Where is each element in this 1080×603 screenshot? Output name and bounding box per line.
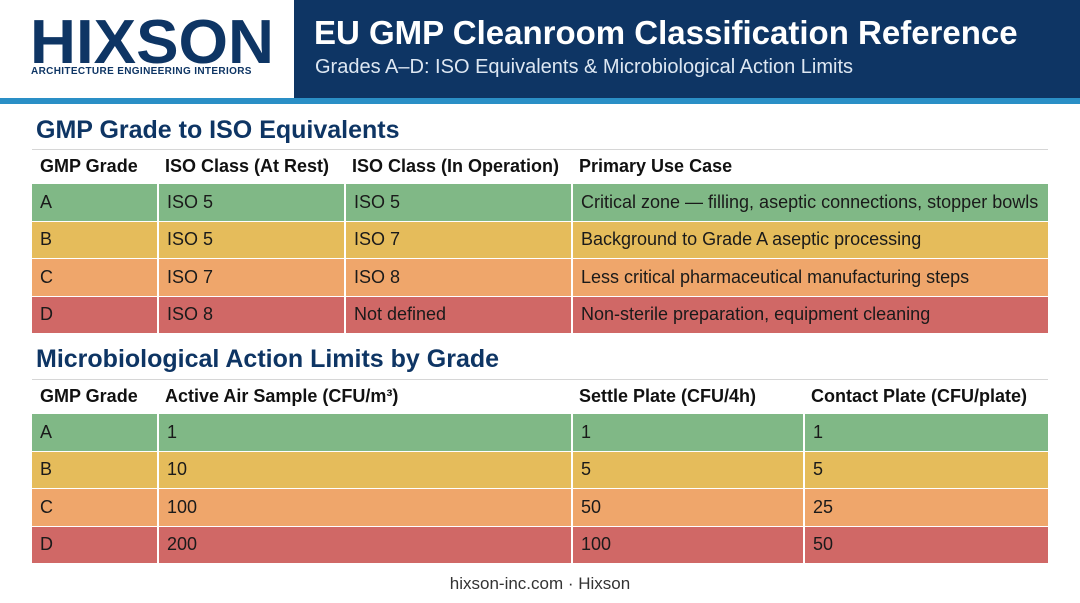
column-header: GMP Grade [40,386,138,406]
table-cell: 200 [157,526,571,563]
column-header: Primary Use Case [579,156,733,176]
column-header: Contact Plate (CFU/plate) [811,386,1028,406]
table-row: A ISO 5 ISO 5 Critical zone — filling, a… [32,183,1048,221]
table-cell: ISO 5 [157,221,344,258]
column-header: Active Air Sample (CFU/m³) [165,386,399,406]
table-row: D 200 100 50 [32,525,1048,563]
table-cell: 25 [803,489,1048,526]
table-row: C 100 50 25 [32,488,1048,526]
table-cell: 1 [571,414,803,451]
table-cell: 1 [803,414,1048,451]
column-header: Settle Plate (CFU/4h) [579,386,757,406]
column-header: ISO Class (At Rest) [165,156,330,176]
table-cell: B [40,229,53,250]
table-cell: D [40,534,53,555]
table-cell: ISO 8 [157,296,344,333]
table-header-row: GMP Grade Active Air Sample (CFU/m³) Set… [32,379,1048,413]
table-cell: 50 [803,526,1048,563]
page-subtitle: Grades A–D: ISO Equivalents & Microbiolo… [315,56,854,78]
table-cell: A [40,421,53,442]
table-cell: 10 [157,451,571,488]
logo-wordmark: HIXSON [28,14,276,68]
table-cell: Critical zone — filling, aseptic connect… [571,184,1048,221]
table-header-row: GMP Grade ISO Class (At Rest) ISO Class … [32,149,1048,183]
table-cell: Background to Grade A aseptic processing [571,221,1048,258]
table-cell: ISO 7 [157,259,344,296]
table-cell: ISO 7 [344,221,571,258]
table-cell: Non-sterile preparation, equipment clean… [571,296,1048,333]
table-cell: ISO 8 [344,259,571,296]
table-cell: ISO 5 [344,184,571,221]
micro-table-heading: Microbiological Action Limits by Grade [36,345,500,373]
table-cell: 5 [571,451,803,488]
table-row: D ISO 8 Not defined Non-sterile preparat… [32,295,1048,333]
table-cell: 1 [157,414,571,451]
table-cell: C [40,266,53,287]
iso-table-heading: GMP Grade to ISO Equivalents [36,116,400,144]
table-cell: 50 [571,489,803,526]
table-cell: 100 [571,526,803,563]
table-row: A 1 1 1 [32,413,1048,451]
column-header: ISO Class (In Operation) [352,156,560,176]
table-cell: D [40,304,53,325]
page-title: EU GMP Cleanroom Classification Referenc… [314,14,1018,51]
table-cell: 100 [157,489,571,526]
table-cell: Less critical pharmaceutical manufacturi… [571,259,1048,296]
table-cell: 5 [803,451,1048,488]
microbiological-limits-table: GMP Grade Active Air Sample (CFU/m³) Set… [32,379,1048,563]
table-cell: Not defined [344,296,571,333]
table-row: B 10 5 5 [32,450,1048,488]
accent-divider [0,98,1080,104]
table-row: C ISO 7 ISO 8 Less critical pharmaceutic… [32,258,1048,296]
logo-tagline: ARCHITECTURE ENGINEERING INTERIORS [31,66,252,77]
table-cell: B [40,459,53,480]
logo: HIXSON ARCHITECTURE ENGINEERING INTERIOR… [0,0,294,98]
logo-text: HIXSON [30,14,274,68]
table-cell: ISO 5 [157,184,344,221]
table-cell: C [40,496,53,517]
table-cell: A [40,191,53,212]
footer-text[interactable]: hixson-inc.com · Hixson [449,574,631,593]
column-header: GMP Grade [40,156,138,176]
iso-equivalents-table: GMP Grade ISO Class (At Rest) ISO Class … [32,149,1048,333]
header-banner: HIXSON ARCHITECTURE ENGINEERING INTERIOR… [0,0,1080,98]
table-row: B ISO 5 ISO 7 Background to Grade A asep… [32,220,1048,258]
